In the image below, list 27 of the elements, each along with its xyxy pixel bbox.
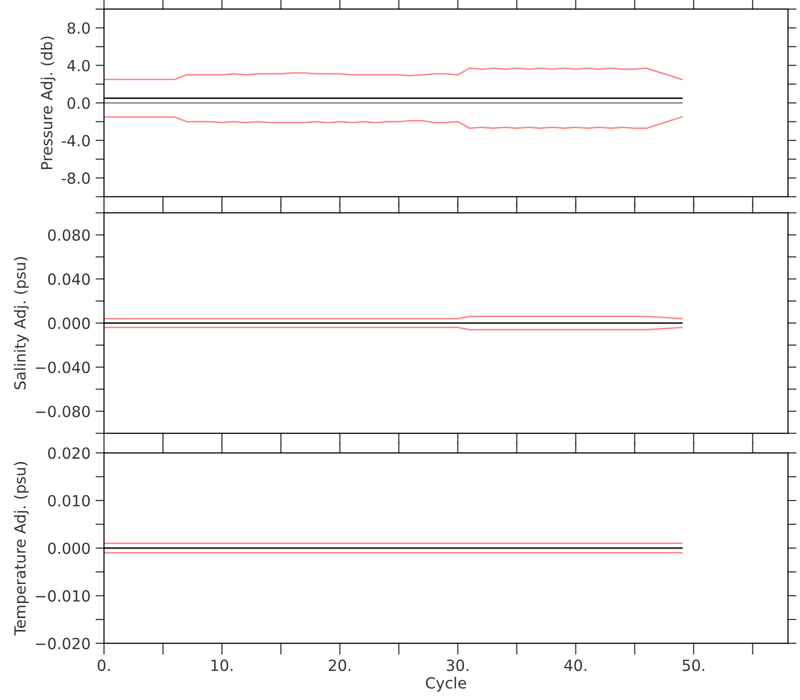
y-tick-label: −0.040 xyxy=(36,362,90,374)
y-tick-label: −0.080 xyxy=(36,406,90,418)
x-tick-label: 30. xyxy=(446,660,468,672)
y-axis-title: Pressure Adj. (db) xyxy=(40,36,56,170)
y-tick-label: 0.020 xyxy=(48,447,90,459)
x-tick-label: 20. xyxy=(328,660,350,672)
x-axis-title: Cycle xyxy=(426,676,466,692)
line-series xyxy=(104,68,683,80)
y-axis-title: Temperature Adj. (psu) xyxy=(14,462,29,636)
y-tick-label: 0.040 xyxy=(48,273,90,285)
y-tick-label: −0.020 xyxy=(36,638,90,650)
y-tick-label: −0.010 xyxy=(36,590,90,602)
y-tick-label: 0.0 xyxy=(68,97,90,109)
line-series xyxy=(104,116,683,129)
y-tick-label: 0.010 xyxy=(48,494,90,507)
x-tick-label: 40. xyxy=(564,660,586,672)
x-tick-label: 10. xyxy=(211,660,232,672)
y-tick-label: 0.080 xyxy=(48,229,90,241)
x-tick-label: 0. xyxy=(98,660,110,672)
y-tick-label: 4.0 xyxy=(67,60,90,72)
y-tick-label: 0.000 xyxy=(48,542,90,554)
x-tick-label: 50. xyxy=(682,660,704,672)
y-tick-label: -4.0 xyxy=(62,134,90,146)
y-axis-title: Salinity Adj. (psu) xyxy=(14,257,29,390)
y-tick-label: -8.0 xyxy=(62,172,90,184)
y-tick-label: 8.0 xyxy=(68,22,90,34)
y-tick-label: 0.000 xyxy=(48,318,90,330)
